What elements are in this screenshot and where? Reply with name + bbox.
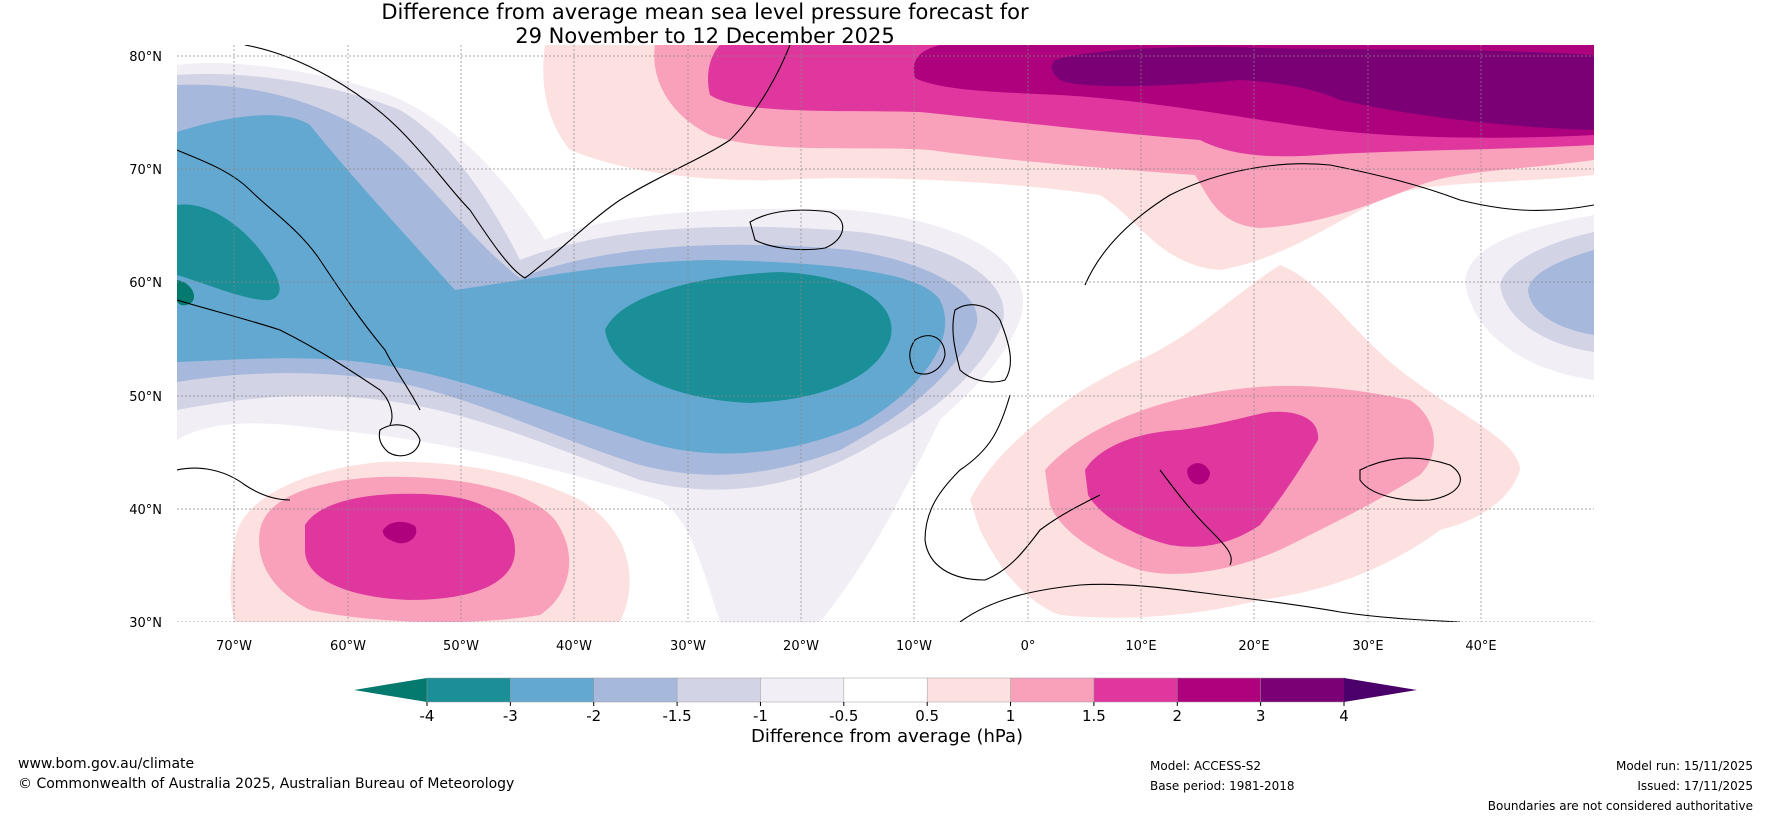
lat-label: 40°N [129, 503, 162, 518]
lon-label: 10°W [896, 639, 932, 654]
lon-label: 20°W [783, 639, 819, 654]
north-africa-coast [959, 583, 1461, 622]
colorbar-segment [1177, 677, 1262, 703]
disclaimer-text: Boundaries are not considered authoritat… [1487, 799, 1753, 813]
graticule [177, 45, 1594, 622]
colorbar-segment [926, 677, 1012, 703]
colorbar-segments [426, 677, 1345, 703]
ireland-coast [909, 335, 946, 375]
labrador-coast [177, 299, 393, 426]
colorbar-tick-label: -3 [503, 707, 518, 725]
colorbar-tick-label: -0.5 [829, 707, 858, 725]
colorbar-segment [843, 677, 928, 703]
contour-plus-1.5-sw [305, 493, 515, 600]
lat-label: 70°N [129, 163, 162, 178]
footer-right: Model run: 15/11/2025 Issued: 17/11/2025… [1488, 756, 1753, 816]
europe-west-coast [924, 394, 1101, 581]
lon-label: 70°W [216, 639, 252, 654]
colorbar-segment [1093, 677, 1179, 703]
lon-label: 50°W [443, 639, 479, 654]
colorbar-tick-label: 1 [1006, 707, 1016, 725]
newfoundland-coast [378, 424, 421, 457]
colorbar-segment [593, 677, 678, 703]
colorbar-over-arrow [1344, 678, 1417, 702]
colorbar-segment [676, 677, 762, 703]
footer-left: www.bom.gov.au/climate © Commonwealth of… [18, 754, 514, 794]
lat-label: 80°N [129, 50, 162, 65]
title-line-1: Difference from average mean sea level p… [381, 0, 1029, 24]
contour-plus-3-north [1051, 46, 1594, 130]
contour-minus-4-west [177, 280, 195, 306]
lon-label: 40°W [556, 639, 592, 654]
italy-coast [1159, 469, 1232, 566]
lon-label: 40°E [1465, 639, 1496, 654]
greenland-coast [244, 45, 791, 279]
lat-label: 50°N [129, 390, 162, 405]
contour-minus-3-west [177, 204, 280, 301]
lat-label: 30°N [129, 616, 162, 631]
colorbar-tick-label: 2 [1172, 707, 1182, 725]
colorbar-tick-label: -1 [753, 707, 768, 725]
colorbar-tick-label: -4 [420, 707, 435, 725]
lon-label: 10°E [1125, 639, 1156, 654]
colorbar-tick-label: -1.5 [662, 707, 691, 725]
britain-coast [952, 304, 1011, 383]
title-line-2: 29 November to 12 December 2025 [515, 24, 895, 48]
colorbar: -4 -3 -2 -1.5 -1 -0.5 0.5 1 1.5 2 3 4 [354, 677, 1417, 725]
colorbar-tick-label: 4 [1339, 707, 1349, 725]
base-period-text: Base period: 1981-2018 [1150, 779, 1295, 793]
colorbar-tick-label: 0.5 [915, 707, 939, 725]
colorbar-label: Difference from average (hPa) [750, 726, 1024, 747]
us-east-coast [177, 467, 291, 501]
colorbar-segment [1260, 677, 1345, 703]
black-sea-coast [1359, 457, 1461, 501]
lat-label: 60°N [129, 276, 162, 291]
colorbar-under-arrow [354, 678, 427, 702]
contour-plus-2-sw [382, 521, 417, 544]
scandinavia-coast [1084, 163, 1594, 286]
colorbar-tick-label: 3 [1256, 707, 1266, 725]
lon-label: 60°W [330, 639, 366, 654]
contour-east-minus-1.5 [1528, 250, 1594, 335]
colorbar-segment [1010, 677, 1095, 703]
chart-title: Difference from average mean sea level p… [0, 0, 1410, 48]
model-text: Model: ACCESS-S2 [1150, 759, 1262, 773]
axis-labels: 80°N 70°N 60°N 50°N 40°N 30°N 70°W 60°W … [129, 50, 1496, 654]
lon-label: 0° [1021, 639, 1036, 654]
colorbar-segment [760, 677, 845, 703]
copyright-text: © Commonwealth of Australia 2025, Austra… [18, 776, 515, 792]
website-link[interactable]: www.bom.gov.au/climate [18, 756, 195, 772]
map-panel [177, 45, 1594, 622]
colorbar-tick-label: 1.5 [1082, 707, 1106, 725]
contour-minus-3 [605, 272, 892, 403]
lon-label: 20°E [1238, 639, 1269, 654]
colorbar-ticks: -4 -3 -2 -1.5 -1 -0.5 0.5 1 1.5 2 3 4 [420, 702, 1349, 725]
iceland-coast [749, 209, 844, 251]
coastlines [177, 45, 1594, 622]
footer-middle: Model: ACCESS-S2 Base period: 1981-2018 [1150, 756, 1295, 796]
colorbar-segment [510, 677, 595, 703]
colorbar-segment [426, 677, 512, 703]
lon-label: 30°W [670, 639, 706, 654]
model-run-text: Model run: 15/11/2025 [1615, 759, 1753, 773]
issued-text: Issued: 17/11/2025 [1637, 779, 1753, 793]
lon-label: 30°E [1352, 639, 1383, 654]
colorbar-tick-label: -2 [586, 707, 601, 725]
contour-plus-2-se [1187, 463, 1210, 485]
baffin-coast [177, 149, 421, 411]
